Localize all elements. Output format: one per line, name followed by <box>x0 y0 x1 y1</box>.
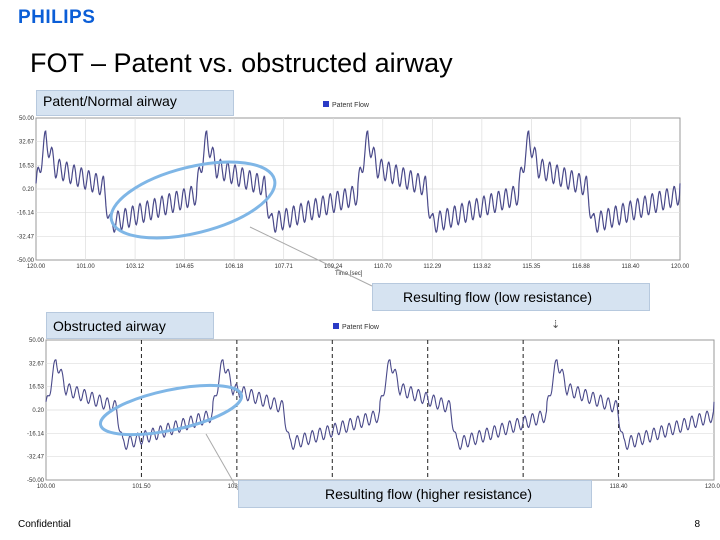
patent-flow-chart: 50.00 32.67 16.53 0.20 -16.14 -32.47 -50.00 12… <box>17 116 690 287</box>
y-tick-label: -16.14 <box>17 211 35 217</box>
flow-trace <box>45 359 715 451</box>
x-tick-label: 113.82 <box>473 264 492 270</box>
x-tick-label: 110.70 <box>374 264 393 270</box>
x-tick-label: 103.12 <box>228 484 247 490</box>
top-legend: Patent Flow <box>323 101 369 109</box>
y-tick-labels: 50.00 32.67 16.53 0.20 -16.14 -32.47 -50.00 <box>27 338 45 484</box>
low-resistance-callout: Resulting flow (low resistance) <box>372 283 650 311</box>
y-tick-label: 50.00 <box>29 338 45 344</box>
x-tick-label: 120.00 <box>27 264 46 270</box>
highlight-ellipse <box>109 160 277 240</box>
y-tick-label: -50.00 <box>27 478 45 484</box>
x-tick-label: 100.00 <box>37 484 56 490</box>
y-tick-label: -50.00 <box>17 258 35 264</box>
x-tick-label: 101.00 <box>76 264 95 270</box>
x-tick-label: 106.18 <box>225 264 244 270</box>
patent-airway-label: Patent/Normal airway <box>36 90 234 116</box>
y-tick-label: 50.00 <box>19 116 35 122</box>
x-tick-label: 107.71 <box>275 264 294 270</box>
y-tick-label: -32.47 <box>27 455 45 461</box>
slide-title: FOT – Patent vs. obstructed airway <box>30 48 453 78</box>
x-tick-label: 101.50 <box>132 484 151 490</box>
x-tick-label: 115.35 <box>522 264 541 270</box>
obstructed-flow-chart: 50.00 32.67 16.53 0.20 -16.14 -32.47 -50.00 10… <box>27 338 720 490</box>
confidential-label: Confidential <box>18 519 71 530</box>
x-tick-label: 103.12 <box>126 264 145 270</box>
y-tick-label: 16.53 <box>19 163 35 169</box>
highlight-ellipse <box>98 383 244 437</box>
philips-logo: PHILIPS <box>18 7 96 28</box>
y-tick-label: 0.20 <box>32 408 44 414</box>
obstructed-airway-label: Obstructed airway <box>46 312 214 339</box>
x-tick-label: 120.00 <box>671 264 690 270</box>
x-tick-label: 120.00 <box>705 484 720 490</box>
higher-resistance-callout: Resulting flow (higher resistance) <box>238 480 592 508</box>
flow-trace <box>35 130 681 234</box>
x-tick-label: 104.65 <box>175 264 194 270</box>
x-tick-labels: 120.00101.00103.12104.65106.18107.71109.… <box>27 264 690 270</box>
y-tick-label: 32.67 <box>19 140 35 146</box>
y-tick-labels: 50.00 32.67 16.53 0.20 -16.14 -32.47 -50.00 <box>17 116 35 264</box>
x-tick-label: 112.29 <box>423 264 442 270</box>
y-tick-label: -32.47 <box>17 234 35 240</box>
y-tick-label: 0.20 <box>22 187 34 193</box>
page-number: 8 <box>694 519 700 530</box>
callout-line <box>249 226 373 287</box>
x-tick-label: 118.40 <box>622 264 641 270</box>
y-tick-label: 32.67 <box>29 361 45 367</box>
y-tick-label: -16.14 <box>27 431 45 437</box>
legend-label: Patent Flow <box>342 324 379 331</box>
y-tick-label: 16.53 <box>29 385 45 391</box>
x-tick-label: 118.40 <box>610 484 629 490</box>
legend-swatch <box>323 101 329 107</box>
legend-label: Patent Flow <box>332 102 369 109</box>
callout-line <box>205 433 239 490</box>
bottom-legend: Patent Flow <box>333 323 379 331</box>
cursor-icon: ⇣ <box>551 319 561 331</box>
x-tick-label: 116.88 <box>572 264 591 270</box>
x-axis-label: Time [sec] <box>335 271 363 277</box>
legend-swatch <box>333 323 339 329</box>
